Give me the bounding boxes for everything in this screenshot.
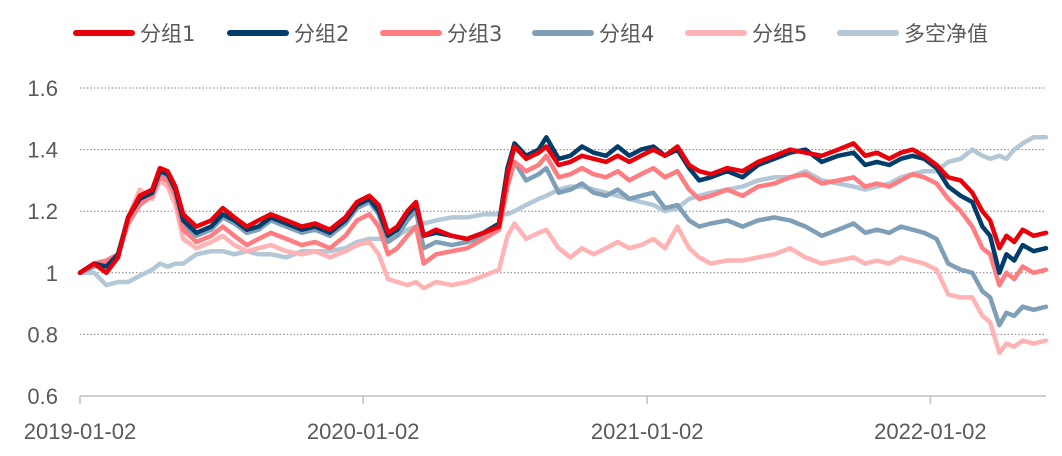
legend-label: 分组3: [447, 22, 502, 46]
legend-item-5: 分组5: [685, 22, 807, 46]
y-tick-label: 1.4: [27, 138, 58, 163]
series-line-1: [77, 141, 1049, 276]
y-tick-label: 0.6: [27, 384, 58, 409]
y-tick-label: 1.6: [27, 76, 58, 101]
legend-item-3: 分组3: [380, 22, 502, 46]
legend-item-6: 多空净值: [837, 22, 988, 46]
y-tick-label: 1.2: [27, 199, 58, 224]
x-tick-label: 2019-01-02: [24, 419, 137, 444]
legend-label: 分组5: [752, 22, 807, 46]
series-line-2: [77, 135, 1049, 276]
y-tick-label: 1: [46, 261, 58, 286]
series-line-4: [77, 159, 1049, 328]
y-axis: 0.6 0.8 1 1.2 1.4 1.6: [27, 76, 58, 409]
x-tick-label: 2020-01-02: [307, 419, 420, 444]
legend-item-4: 分组4: [532, 22, 654, 46]
series-line-3: [77, 153, 1049, 288]
plot-area: [77, 135, 1049, 356]
chart-gridlines: [80, 87, 1046, 335]
legend-label: 分组4: [599, 22, 654, 46]
x-axis: 2019-01-02 2020-01-02 2021-01-02 2022-01-02: [24, 395, 1046, 444]
legend-label: 分组1: [140, 22, 195, 46]
legend-item-1: 分组1: [73, 22, 195, 46]
series-line-5: [77, 178, 1049, 356]
legend-label: 多空净值: [904, 22, 988, 46]
x-tick-label: 2022-01-02: [874, 419, 987, 444]
legend-item-2: 分组2: [227, 22, 349, 46]
y-tick-label: 0.8: [27, 322, 58, 347]
x-tick-label: 2021-01-02: [591, 419, 704, 444]
legend-label: 分组2: [294, 22, 349, 46]
chart-legend: 分组1 分组2 分组3 分组4 分组5 多空净值: [73, 22, 988, 46]
